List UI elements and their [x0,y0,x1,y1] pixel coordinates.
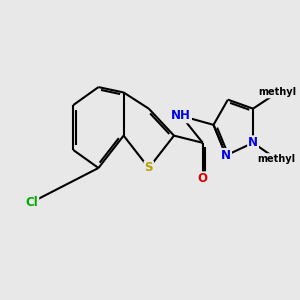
Text: N: N [248,136,258,149]
Text: O: O [198,172,208,185]
Text: S: S [145,161,153,175]
Text: N: N [221,149,231,162]
Text: NH: NH [171,109,191,122]
Text: methyl: methyl [257,154,296,164]
Text: methyl: methyl [258,88,297,98]
Text: Cl: Cl [26,196,38,208]
